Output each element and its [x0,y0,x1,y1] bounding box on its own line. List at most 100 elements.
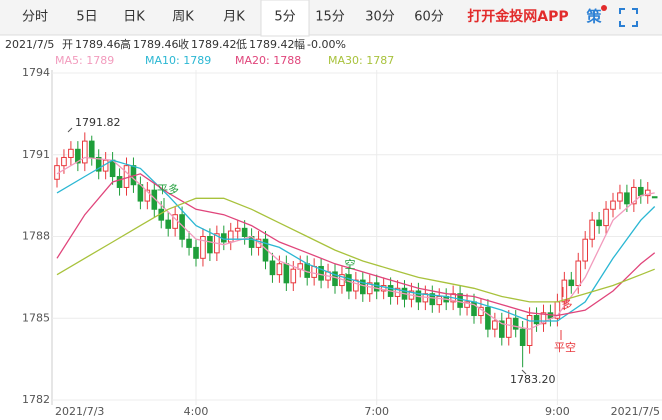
candle-body [575,260,582,287]
ma-line [56,197,655,303]
candle-body [123,165,130,188]
candle-body [457,293,463,308]
candle-body [366,282,373,295]
info-text: 开 [62,38,73,51]
tab[interactable]: 30分 [365,10,395,25]
candle-body [144,189,151,202]
x-tick-label: 4:00 [184,405,209,418]
x-tick-label: 2021/7/5 [611,405,660,418]
x-tick-label: 9:00 [545,405,570,418]
candle-body [290,268,297,284]
tab[interactable]: 15分 [315,10,345,25]
tab[interactable]: 5分 [274,10,295,25]
candle-body [82,140,88,164]
candle-body [88,140,95,158]
tab[interactable]: 分时 [22,10,48,25]
candle-body [526,315,533,346]
candle-body [360,279,366,295]
candle-body [651,196,658,199]
info-text: 高 [120,37,131,51]
tab[interactable]: 月K [223,10,245,25]
candle-body [644,189,651,197]
promo-link[interactable]: 打开金投网APP [467,8,568,25]
y-tick-label: 1785 [22,311,50,324]
candle-body [596,219,602,227]
candle-body [68,148,74,158]
annotation: 1791.82 [75,116,121,129]
candle-body [234,227,241,232]
candle-body [624,192,630,205]
legend-entry: MA5: 1789 [55,54,114,67]
info-text: 1789.46 [75,38,121,51]
strategy-button[interactable]: 策 [585,8,602,26]
candle-body [617,192,623,202]
candle-body [165,219,171,229]
tab[interactable]: 60分 [414,10,444,25]
trade-signal: 平空 [554,340,576,354]
y-tick-label: 1782 [22,393,50,406]
candle-body [561,279,568,303]
legend-entry: MA30: 1787 [328,54,394,67]
candle-body [227,230,234,243]
active-tab-bg [260,0,310,37]
candle-body [276,263,283,276]
tab[interactable]: 周K [172,10,194,25]
candle-body [464,301,470,308]
x-tick-label: 7:00 [364,405,389,418]
candle-body [283,263,290,284]
candle-body [109,159,116,178]
candle-body [269,260,276,276]
x-tick-label: 2021/7/3 [55,405,104,418]
y-tick-label: 1788 [22,230,50,243]
info-text: 1789.42 [249,38,295,51]
legend-entry: MA20: 1788 [235,54,301,67]
ma-line [56,156,655,330]
trade-signal: 平多 [157,182,179,196]
candle-body [186,238,192,248]
candle-body [436,295,443,306]
candle-body [589,219,595,240]
candle-body [200,236,206,259]
candle-body [346,274,352,292]
candle-body [311,265,317,278]
candle-body [492,320,498,330]
candle-body [61,156,67,167]
fullscreen-button[interactable] [619,8,638,27]
y-tick-label: 1794 [22,66,50,79]
info-text: 1789.46 [133,38,179,51]
candle-body [540,312,547,325]
candle-body [95,156,102,172]
info-text: 1789.42 [191,38,237,51]
ma-line [56,173,656,317]
candle-body [512,317,519,330]
candle-body [485,306,491,330]
candle-body [429,293,436,306]
candle-body [519,328,526,346]
info-text: -0.00% [307,38,346,51]
candle-body [304,263,310,278]
y-tick-label: 1791 [22,148,50,161]
info-text: 2021/7/5 [5,38,54,51]
candle-body [568,279,575,287]
candle-body [603,208,609,227]
candle-body [505,317,512,338]
info-text: 幅 [294,38,305,51]
trade-signal: 多 [562,297,573,311]
candle-body [318,265,324,281]
candle-body [241,227,248,237]
tab-bar [0,0,662,35]
candle-body [116,176,123,188]
annotation-pointer [521,369,527,375]
candle-body [499,320,505,338]
annotation: 1783.20 [510,373,556,386]
candle-body [533,315,540,325]
info-text: 收 [178,37,189,51]
candle-body [193,246,199,259]
candle-body [75,148,81,164]
tab[interactable]: 5日 [76,10,97,25]
candle-body [207,236,213,254]
tab[interactable]: 日K [123,10,145,25]
candle-body [631,186,637,205]
candle-body [638,186,644,197]
